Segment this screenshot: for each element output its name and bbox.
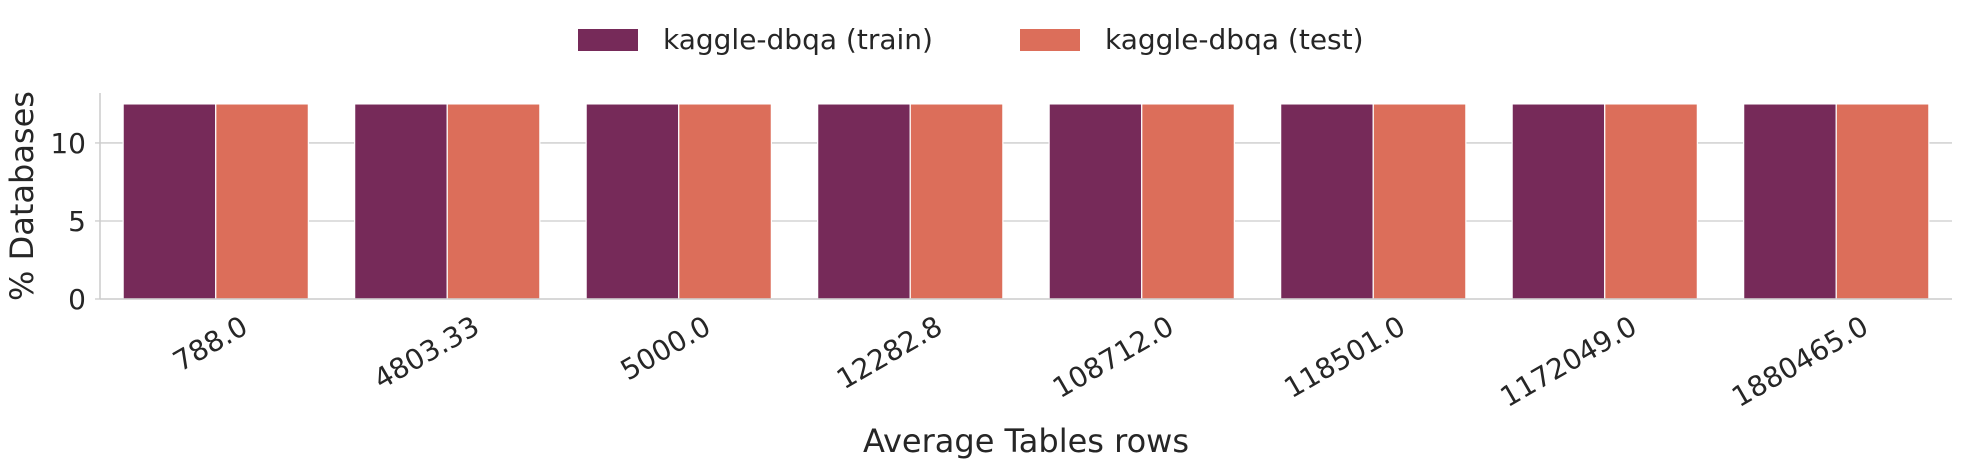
bar-train [1048,103,1143,300]
legend-label: kaggle-dbqa (train) [663,23,933,56]
legend-swatch [1020,29,1080,51]
x-tick-label: 12282.8 [831,309,948,395]
bar-train [354,103,448,300]
y-tick-label: 10 [50,127,86,160]
bar-test [1372,103,1467,300]
y-tick-label: 0 [68,283,86,316]
bar-train [1743,103,1837,300]
legend-label: kaggle-dbqa (test) [1105,23,1364,56]
x-tick-label: 788.0 [167,309,253,378]
x-tick-label: 1880465.0 [1726,309,1874,413]
x-tick-label: 1172049.0 [1495,309,1643,413]
bar-train [1511,103,1606,300]
bar-train [1280,103,1374,300]
y-tick-labels: 0 5 10 [50,127,100,316]
legend-swatch [578,29,638,51]
x-tick-labels: 788.0 4803.33 5000.0 12282.8 108712.0 118501.… [167,309,1873,413]
x-tick-label: 4803.33 [368,309,485,395]
x-tick-label: 5000.0 [615,309,716,387]
bar-test [1604,103,1698,300]
bar-train [817,103,911,300]
bars [122,103,1930,300]
axes [99,93,1952,300]
y-axis-label: % Databases [3,91,41,301]
x-tick-label: 118501.0 [1279,309,1411,404]
bar-test [446,103,541,300]
legend: kaggle-dbqa (train) kaggle-dbqa (test) [578,23,1364,56]
bar-test [1835,103,1930,300]
x-axis-label: Average Tables rows [863,422,1189,460]
y-tick-label: 5 [68,205,86,238]
bar-test [909,103,1004,300]
bar-test [1141,103,1235,300]
bar-test [215,103,309,300]
x-tick-label: 108712.0 [1047,309,1179,404]
bar-train [585,103,680,300]
bar-train [122,103,217,300]
bar-test [678,103,772,300]
